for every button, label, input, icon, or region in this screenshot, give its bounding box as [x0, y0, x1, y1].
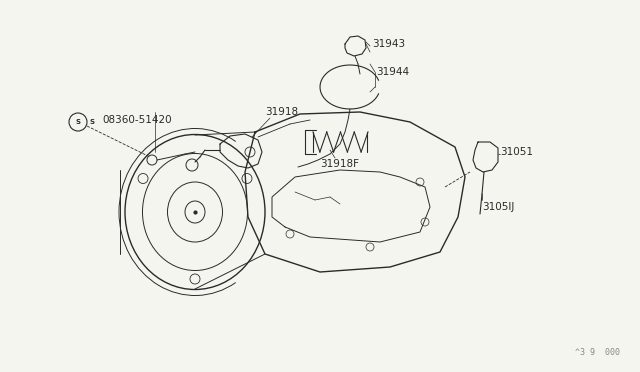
Text: 3105lJ: 3105lJ [482, 202, 515, 212]
Text: 31918: 31918 [265, 107, 298, 117]
Text: S: S [76, 119, 81, 125]
Text: 31051: 31051 [500, 147, 533, 157]
Text: 08360-51420: 08360-51420 [102, 115, 172, 125]
Text: ^3 9  000: ^3 9 000 [575, 348, 620, 357]
Text: 31944: 31944 [376, 67, 409, 77]
Text: S: S [90, 119, 95, 125]
Text: 31943: 31943 [372, 39, 405, 49]
Text: 31918F: 31918F [320, 159, 359, 169]
